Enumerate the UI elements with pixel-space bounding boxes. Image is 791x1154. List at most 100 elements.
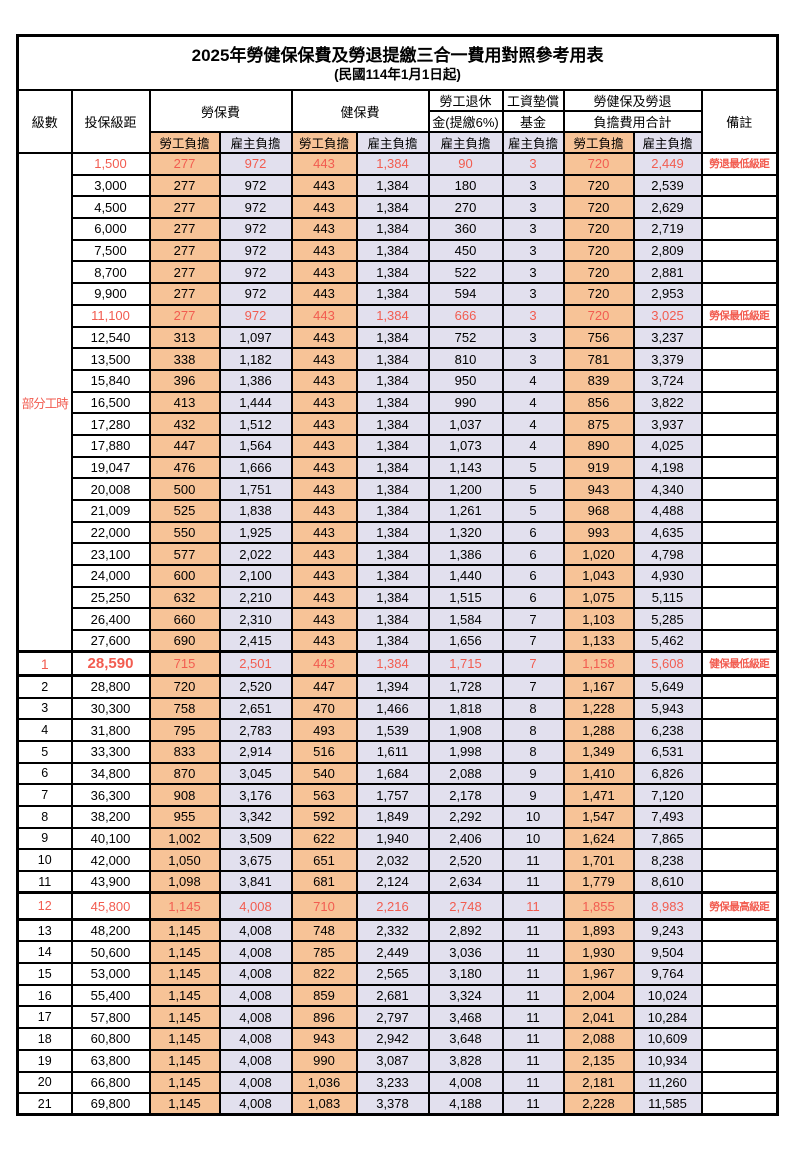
wage-fund-employer-cell: 11 — [501, 940, 565, 965]
wage-fund-employer-cell: 3 — [501, 282, 565, 306]
subheader-health-employee: 勞工負擔 — [290, 131, 358, 154]
total-employer-cell: 2,449 — [632, 152, 703, 176]
total-employee-cell: 2,088 — [562, 1027, 635, 1051]
insured-bracket-cell: 27,600 — [70, 629, 151, 653]
labor-employee-cell: 1,145 — [148, 1070, 221, 1095]
insured-bracket-cell: 13,500 — [70, 347, 151, 371]
pension-employer-cell: 1,908 — [427, 718, 504, 742]
health-employee-cell: 443 — [290, 585, 358, 610]
pension-employer-cell: 2,292 — [427, 804, 504, 829]
pension-employer-cell: 3,468 — [427, 1005, 504, 1030]
remark-cell — [700, 739, 779, 764]
total-employee-cell: 720 — [562, 173, 635, 198]
remark-cell — [700, 870, 779, 894]
health-employer-cell: 1,394 — [355, 674, 430, 699]
labor-employer-cell: 1,564 — [218, 433, 293, 458]
total-employer-cell: 5,943 — [632, 696, 703, 721]
labor-employee-cell: 277 — [148, 303, 221, 328]
health-employer-cell: 1,757 — [355, 783, 430, 807]
table-row: 5 33,300 833 2,914 516 1,611 1,998 8 1,349 6,531 — [16, 739, 779, 764]
pension-employer-cell: 1,073 — [427, 433, 504, 458]
health-employer-cell: 1,384 — [355, 477, 430, 501]
pension-employer-cell: 1,261 — [427, 499, 504, 523]
labor-employer-cell: 3,841 — [218, 870, 293, 894]
insured-bracket-cell: 40,100 — [70, 826, 151, 851]
pension-employer-cell: 1,143 — [427, 455, 504, 480]
total-employer-cell: 2,809 — [632, 238, 703, 263]
health-employee-cell: 443 — [290, 412, 358, 436]
table-row: 20,008 500 1,751 443 1,384 1,200 5 943 4,340 — [18, 477, 779, 501]
level-cell: 13 — [16, 918, 73, 943]
wage-fund-employer-cell: 3 — [501, 238, 565, 263]
wage-fund-employer-cell: 11 — [501, 891, 565, 921]
health-employer-cell: 1,384 — [355, 390, 430, 415]
level-cell: 16 — [16, 983, 73, 1008]
labor-employee-cell: 1,145 — [148, 891, 221, 921]
insured-bracket-cell: 50,600 — [70, 940, 151, 965]
total-employee-cell: 1,288 — [562, 718, 635, 742]
remark-cell — [700, 455, 779, 480]
remark-cell — [700, 1092, 779, 1116]
col-header-bracket: 投保級距 — [70, 89, 151, 154]
health-employee-cell: 443 — [290, 542, 358, 567]
total-employer-cell: 6,531 — [632, 739, 703, 764]
total-employee-cell: 1,410 — [562, 761, 635, 786]
health-employer-cell: 1,384 — [355, 260, 430, 285]
table-row: 16,500 413 1,444 443 1,384 990 4 856 3,822 — [18, 390, 779, 415]
total-employee-cell: 720 — [562, 238, 635, 263]
remark-cell — [700, 629, 779, 653]
remark-cell — [700, 217, 779, 241]
health-employer-cell: 1,384 — [355, 412, 430, 436]
total-employee-cell: 720 — [562, 217, 635, 241]
health-employer-cell: 1,384 — [355, 325, 430, 350]
pension-employer-cell: 1,515 — [427, 585, 504, 610]
total-employee-cell: 2,181 — [562, 1070, 635, 1095]
labor-employer-cell: 4,008 — [218, 1070, 293, 1095]
health-employee-cell: 943 — [290, 1027, 358, 1051]
wage-fund-employer-cell: 7 — [501, 607, 565, 632]
labor-employee-cell: 432 — [148, 412, 221, 436]
labor-employee-cell: 600 — [148, 564, 221, 588]
health-employer-cell: 2,449 — [355, 940, 430, 965]
labor-employee-cell: 1,145 — [148, 962, 221, 986]
total-employee-cell: 1,043 — [562, 564, 635, 588]
health-employer-cell: 1,684 — [355, 761, 430, 786]
wage-fund-employer-cell: 3 — [501, 303, 565, 328]
total-employee-cell: 781 — [562, 347, 635, 371]
table-row: 17,880 447 1,564 443 1,384 1,073 4 890 4,025 — [18, 433, 779, 458]
total-employer-cell: 9,504 — [632, 940, 703, 965]
table-row: 部分工時 1,500 277 972 443 1,384 90 3 720 2,449 勞退最低級距 — [16, 152, 779, 653]
wage-fund-employer-cell: 3 — [501, 217, 565, 241]
labor-employer-cell: 2,914 — [218, 739, 293, 764]
labor-employer-cell: 3,675 — [218, 848, 293, 872]
health-employee-cell: 1,036 — [290, 1070, 358, 1095]
insured-bracket-cell: 28,800 — [70, 674, 151, 699]
labor-employer-cell: 3,509 — [218, 826, 293, 851]
health-employee-cell: 443 — [290, 152, 358, 176]
remark-cell — [700, 173, 779, 198]
pension-employer-cell: 3,828 — [427, 1048, 504, 1073]
total-employee-cell: 890 — [562, 433, 635, 458]
total-employer-cell: 6,238 — [632, 718, 703, 742]
subheader-labor-employee: 勞工負擔 — [148, 131, 221, 154]
total-employee-cell: 720 — [562, 303, 635, 328]
table-row: 9 40,100 1,002 3,509 622 1,940 2,406 10 1,624 7,8… — [16, 826, 779, 851]
health-employee-cell: 896 — [290, 1005, 358, 1030]
insured-bracket-cell: 23,100 — [70, 542, 151, 567]
labor-employee-cell: 525 — [148, 499, 221, 523]
wage-fund-employer-cell: 3 — [501, 347, 565, 371]
labor-employer-cell: 1,386 — [218, 368, 293, 393]
total-employee-cell: 1,701 — [562, 848, 635, 872]
level-cell: 5 — [16, 739, 73, 764]
remark-cell — [700, 499, 779, 523]
insured-bracket-cell: 28,590 — [70, 650, 151, 677]
table-row: 19,047 476 1,666 443 1,384 1,143 5 919 4,198 — [18, 455, 779, 480]
total-employer-cell: 5,285 — [632, 607, 703, 632]
pension-employer-cell: 270 — [427, 195, 504, 220]
health-employee-cell: 443 — [290, 390, 358, 415]
health-employee-cell: 516 — [290, 739, 358, 764]
total-employee-cell: 1,967 — [562, 962, 635, 986]
remark-cell — [700, 962, 779, 986]
health-employee-cell: 493 — [290, 718, 358, 742]
col-header-wage-fund-line1: 工資墊償 — [501, 89, 565, 112]
